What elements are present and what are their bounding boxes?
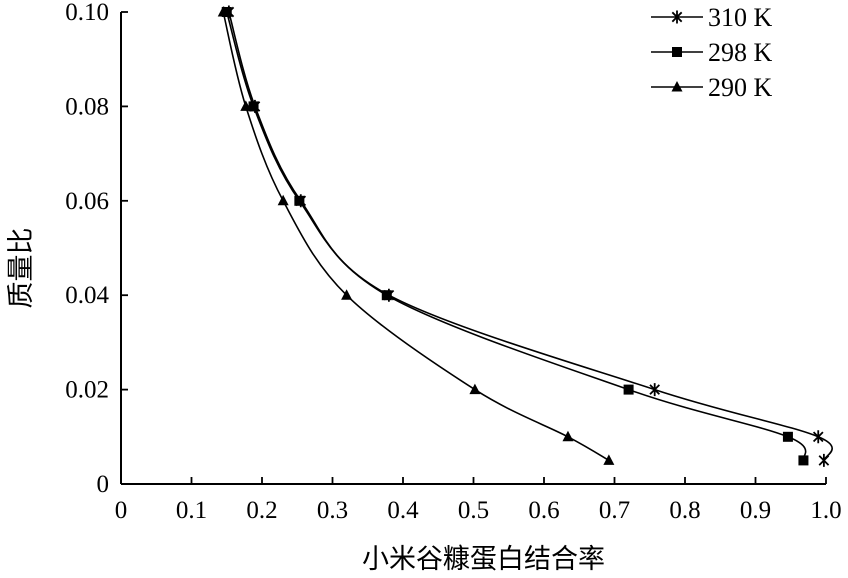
data-point [623, 384, 634, 395]
data-point [782, 431, 793, 442]
x-axis-title: 小米谷糠蛋白结合率 [362, 544, 605, 575]
y-tick-label: 0.02 [65, 377, 109, 404]
data-point [812, 430, 824, 444]
data-point [562, 430, 574, 442]
data-point [469, 383, 481, 395]
x-tick-label: 0.8 [669, 497, 700, 524]
data-point [221, 7, 232, 17]
series-group [217, 5, 833, 467]
series-triangle [217, 6, 615, 465]
y-tick-label: 0.10 [65, 0, 109, 26]
legend-item: 310 K [651, 3, 773, 32]
series-line [222, 11, 610, 462]
x-tick-label: 0.2 [246, 497, 277, 524]
data-point [649, 383, 661, 397]
data-point [798, 455, 809, 466]
x-tick-label: 0.5 [458, 497, 489, 524]
y-axis-title: 质量比 [6, 228, 37, 309]
legend-marker [672, 47, 682, 57]
x-tick-label: 0.1 [176, 497, 207, 524]
y-tick-label: 0.04 [65, 282, 109, 309]
data-point [341, 289, 353, 300]
legend-label: 310 K [708, 3, 773, 32]
legend-marker [671, 81, 683, 92]
x-tick-label: 0.3 [317, 497, 348, 524]
legend-label: 298 K [708, 38, 773, 67]
data-point [818, 453, 830, 467]
data-point [277, 194, 289, 206]
x-tick-label: 0.7 [599, 497, 630, 524]
x-tick-label: 0.6 [528, 497, 559, 524]
data-point [294, 195, 305, 206]
x-tick-label: 1.0 [810, 497, 841, 524]
y-axis-ticks: 0 0.02 0.04 0.06 0.08 0.10 [65, 0, 128, 498]
x-tick-label: 0.9 [740, 497, 771, 524]
data-point [217, 6, 229, 17]
legend-label: 290 K [708, 73, 773, 102]
series-line [225, 11, 807, 461]
x-tick-label: 0.4 [387, 497, 419, 524]
series-square [221, 7, 809, 466]
data-point [248, 101, 259, 112]
legend: 310 K 298 K 290 K [651, 3, 773, 102]
series-line [228, 11, 833, 461]
data-point [603, 454, 615, 465]
x-tick-label: 0 [115, 497, 128, 524]
legend-item: 290 K [651, 73, 773, 102]
y-tick-label: 0 [97, 471, 110, 498]
data-point [381, 290, 392, 301]
x-axis-ticks: 0 0.1 0.2 0.3 0.4 0.5 0.6 0.7 0.8 0.9 1.0 [115, 477, 842, 524]
y-tick-label: 0.08 [65, 93, 109, 120]
legend-marker [671, 10, 683, 24]
legend-item: 298 K [651, 38, 773, 67]
data-point [240, 100, 252, 111]
y-tick-label: 0.06 [65, 188, 109, 215]
